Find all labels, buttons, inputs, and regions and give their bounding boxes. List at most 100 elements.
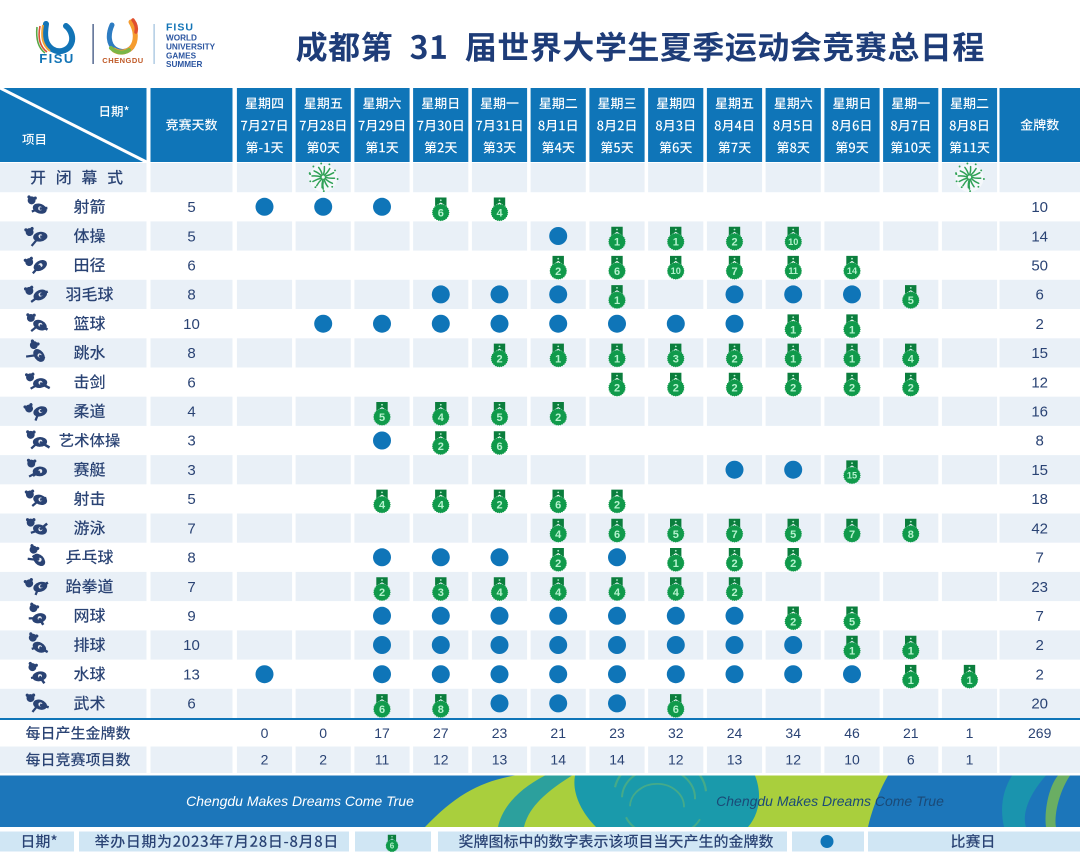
svg-text:7: 7 bbox=[731, 529, 737, 541]
svg-text:4: 4 bbox=[379, 500, 386, 512]
svg-text:34: 34 bbox=[785, 725, 801, 741]
svg-text:6: 6 bbox=[673, 704, 679, 716]
svg-text:3: 3 bbox=[438, 587, 444, 599]
svg-text:27: 27 bbox=[433, 725, 449, 741]
svg-text:4: 4 bbox=[555, 587, 562, 599]
svg-text:4: 4 bbox=[438, 412, 445, 424]
svg-text:5: 5 bbox=[673, 529, 679, 541]
svg-text:32: 32 bbox=[668, 725, 684, 741]
svg-text:15: 15 bbox=[1031, 345, 1048, 362]
svg-text:6: 6 bbox=[1036, 287, 1044, 304]
svg-text:UNIVERSITY: UNIVERSITY bbox=[166, 43, 216, 52]
svg-text:1: 1 bbox=[849, 354, 855, 366]
svg-text:1: 1 bbox=[908, 675, 914, 687]
svg-text:6: 6 bbox=[187, 258, 195, 275]
svg-text:FISU: FISU bbox=[166, 22, 194, 34]
svg-text:5: 5 bbox=[187, 491, 195, 508]
svg-text:4: 4 bbox=[908, 354, 915, 366]
svg-text:2: 2 bbox=[496, 354, 502, 366]
svg-text:5: 5 bbox=[908, 295, 914, 307]
svg-text:10: 10 bbox=[183, 316, 200, 333]
svg-text:7: 7 bbox=[1036, 550, 1044, 567]
svg-text:GAMES: GAMES bbox=[166, 52, 197, 61]
svg-text:11: 11 bbox=[375, 752, 390, 768]
svg-text:WORLD: WORLD bbox=[166, 34, 197, 43]
svg-text:1: 1 bbox=[849, 646, 855, 658]
svg-text:14: 14 bbox=[847, 266, 858, 276]
svg-text:2: 2 bbox=[614, 500, 620, 512]
svg-text:7: 7 bbox=[731, 266, 737, 278]
svg-text:23: 23 bbox=[609, 725, 625, 741]
svg-text:269: 269 bbox=[1028, 725, 1052, 741]
svg-text:5: 5 bbox=[790, 529, 796, 541]
svg-text:6: 6 bbox=[555, 500, 561, 512]
svg-text:2: 2 bbox=[908, 383, 914, 395]
svg-text:24: 24 bbox=[727, 725, 743, 741]
svg-text:13: 13 bbox=[183, 666, 200, 683]
svg-text:13: 13 bbox=[492, 752, 508, 768]
svg-text:0: 0 bbox=[261, 725, 269, 741]
svg-text:0: 0 bbox=[319, 725, 327, 741]
svg-text:2: 2 bbox=[614, 383, 620, 395]
svg-text:6: 6 bbox=[379, 704, 385, 716]
svg-text:10: 10 bbox=[844, 752, 860, 768]
svg-text:2: 2 bbox=[1036, 666, 1044, 683]
svg-text:6: 6 bbox=[187, 374, 195, 391]
svg-text:5: 5 bbox=[496, 412, 502, 424]
svg-text:1: 1 bbox=[614, 354, 620, 366]
svg-text:46: 46 bbox=[844, 725, 860, 741]
svg-text:6: 6 bbox=[390, 842, 395, 851]
svg-text:4: 4 bbox=[673, 587, 680, 599]
svg-text:2: 2 bbox=[555, 412, 561, 424]
svg-text:12: 12 bbox=[668, 752, 684, 768]
svg-text:23: 23 bbox=[1031, 579, 1048, 596]
svg-text:23: 23 bbox=[492, 725, 508, 741]
svg-text:8: 8 bbox=[187, 345, 195, 362]
svg-text:17: 17 bbox=[374, 725, 390, 741]
svg-text:1: 1 bbox=[614, 237, 620, 249]
svg-text:CHENGDU: CHENGDU bbox=[102, 56, 143, 65]
svg-text:13: 13 bbox=[727, 752, 743, 768]
svg-text:10: 10 bbox=[671, 266, 681, 276]
svg-text:2: 2 bbox=[731, 354, 737, 366]
svg-text:2: 2 bbox=[673, 383, 679, 395]
svg-text:2: 2 bbox=[731, 587, 737, 599]
svg-text:Chengdu Makes Dreams Come Tru: Chengdu Makes Dreams Come True bbox=[186, 793, 414, 809]
svg-text:1: 1 bbox=[908, 646, 914, 658]
svg-text:SUMMER: SUMMER bbox=[166, 60, 202, 69]
svg-text:6: 6 bbox=[614, 266, 620, 278]
svg-text:14: 14 bbox=[550, 752, 566, 768]
svg-text:2: 2 bbox=[555, 266, 561, 278]
svg-text:12: 12 bbox=[433, 752, 449, 768]
svg-text:2: 2 bbox=[319, 752, 327, 768]
svg-text:3: 3 bbox=[187, 462, 195, 479]
svg-text:4: 4 bbox=[555, 529, 562, 541]
svg-text:2: 2 bbox=[438, 441, 444, 453]
svg-text:18: 18 bbox=[1031, 491, 1048, 508]
svg-text:2: 2 bbox=[555, 558, 561, 570]
svg-text:2: 2 bbox=[496, 500, 502, 512]
svg-text:14: 14 bbox=[609, 752, 625, 768]
svg-text:4: 4 bbox=[438, 500, 445, 512]
svg-text:Chengdu Makes Dreams Come Tru: Chengdu Makes Dreams Come True bbox=[716, 793, 944, 809]
svg-text:42: 42 bbox=[1031, 520, 1048, 537]
svg-text:5: 5 bbox=[849, 616, 855, 628]
svg-text:2: 2 bbox=[790, 616, 796, 628]
svg-text:6: 6 bbox=[614, 529, 620, 541]
svg-text:8: 8 bbox=[438, 704, 444, 716]
svg-text:FISU: FISU bbox=[39, 51, 75, 66]
svg-text:4: 4 bbox=[496, 587, 503, 599]
svg-text:10: 10 bbox=[1031, 199, 1048, 216]
svg-text:1: 1 bbox=[790, 354, 796, 366]
svg-text:5: 5 bbox=[379, 412, 385, 424]
svg-text:3: 3 bbox=[187, 433, 195, 450]
svg-text:16: 16 bbox=[1031, 404, 1048, 421]
svg-text:1: 1 bbox=[790, 324, 796, 336]
svg-text:8: 8 bbox=[908, 529, 914, 541]
svg-text:7: 7 bbox=[187, 520, 195, 537]
svg-text:1: 1 bbox=[849, 324, 855, 336]
svg-text:1: 1 bbox=[966, 675, 972, 687]
svg-text:10: 10 bbox=[788, 237, 798, 247]
svg-text:1: 1 bbox=[673, 558, 679, 570]
svg-text:15: 15 bbox=[847, 471, 857, 481]
